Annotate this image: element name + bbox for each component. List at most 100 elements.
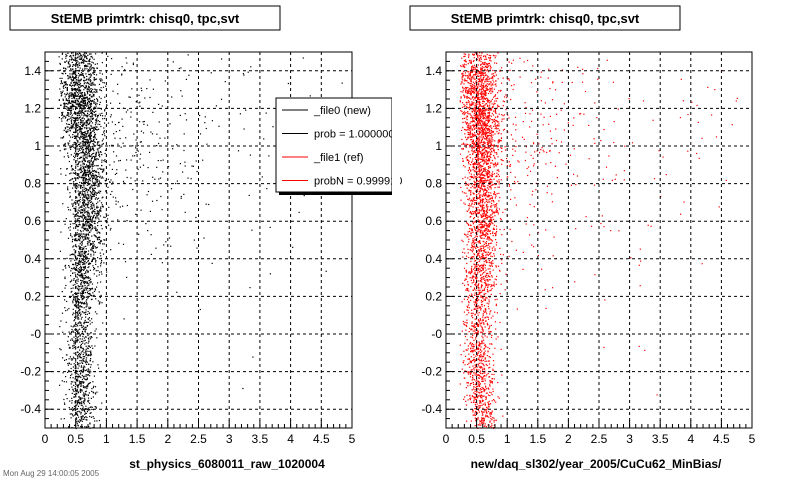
scatter-point — [85, 66, 87, 68]
scatter-point — [472, 53, 474, 55]
scatter-point — [96, 177, 98, 179]
scatter-point — [92, 108, 94, 110]
scatter-point — [84, 114, 86, 116]
scatter-point — [82, 173, 84, 176]
scatter-point — [88, 77, 90, 79]
scatter-point — [88, 184, 90, 186]
scatter-point — [501, 147, 503, 149]
scatter-point — [481, 73, 483, 75]
scatter-point — [88, 241, 90, 244]
scatter-point — [492, 146, 495, 148]
scatter-point — [132, 63, 134, 66]
scatter-point — [71, 136, 74, 138]
scatter-point — [76, 293, 78, 295]
scatter-point — [487, 78, 489, 80]
scatter-point — [475, 122, 477, 124]
scatter-point — [471, 66, 473, 68]
scatter-point — [465, 59, 467, 61]
scatter-point — [91, 260, 93, 263]
scatter-point — [494, 124, 496, 126]
scatter-point — [485, 162, 487, 164]
scatter-point — [66, 106, 68, 108]
scatter-point — [93, 158, 96, 160]
scatter-point — [486, 105, 489, 107]
scatter-point — [485, 56, 487, 58]
scatter-point — [87, 167, 89, 169]
scatter-point — [85, 217, 87, 219]
scatter-point — [76, 177, 78, 179]
scatter-point — [462, 76, 464, 78]
scatter-point — [483, 189, 485, 191]
scatter-point — [82, 291, 84, 293]
scatter-point — [486, 85, 488, 87]
scatter-point — [89, 99, 91, 102]
scatter-point — [91, 211, 94, 213]
scatter-point — [80, 73, 82, 75]
chart-title: StEMB primtrk: chisq0, tpc,svt — [451, 11, 640, 26]
scatter-point — [81, 253, 83, 255]
scatter-point — [70, 417, 72, 419]
scatter-point — [476, 139, 478, 141]
scatter-point — [91, 84, 93, 86]
scatter-point — [73, 227, 75, 229]
scatter-point — [90, 140, 92, 142]
scatter-point — [480, 161, 482, 163]
scatter-point — [72, 347, 74, 349]
scatter-point — [480, 88, 482, 90]
scatter-point — [89, 263, 91, 265]
scatter-point — [84, 277, 86, 279]
scatter-point — [87, 384, 89, 386]
scatter-point — [470, 77, 472, 79]
scatter-point — [94, 174, 96, 176]
x-axis: 0 0.5 1 1.5 2 2.5 3 3.5 4 4.5 5 — [42, 420, 356, 446]
scatter-point — [499, 70, 501, 72]
scatter-point — [490, 156, 492, 159]
scatter-point — [86, 88, 88, 90]
scatter-point — [97, 120, 99, 122]
scatter-point — [84, 330, 86, 332]
scatter-point — [71, 236, 73, 238]
scatter-point — [88, 280, 90, 282]
scatter-point — [88, 200, 91, 202]
scatter-point — [265, 112, 267, 114]
scatter-point — [71, 169, 73, 171]
scatter-point — [470, 91, 472, 93]
scatter-point — [472, 120, 474, 122]
scatter-point — [178, 67, 180, 70]
scatter-point — [85, 229, 87, 231]
scatter-point — [86, 166, 88, 168]
scatter-point — [87, 243, 89, 245]
scatter-point — [486, 154, 488, 156]
scatter-point — [466, 115, 468, 117]
scatter-point — [86, 313, 88, 315]
scatter-point — [98, 242, 100, 244]
scatter-point — [87, 234, 90, 236]
scatter-point — [90, 186, 92, 188]
x-tick-label: 2 — [164, 432, 171, 446]
scatter-point — [77, 317, 79, 319]
scatter-point — [476, 115, 478, 117]
scatter-point — [100, 90, 103, 92]
scatter-point — [493, 104, 495, 106]
scatter-point — [92, 416, 94, 418]
scatter-point — [70, 78, 72, 80]
scatter-point — [75, 200, 77, 202]
scatter-point — [67, 155, 69, 157]
scatter-point — [474, 182, 476, 184]
scatter-point — [485, 84, 487, 86]
scatter-point — [503, 118, 505, 120]
scatter-point — [99, 241, 101, 243]
scatter-point — [86, 153, 89, 155]
scatter-point — [242, 73, 244, 75]
scatter-point — [83, 248, 85, 250]
scatter-point — [484, 107, 486, 109]
scatter-point — [78, 247, 81, 249]
scatter-point — [478, 110, 480, 112]
scatter-point — [84, 412, 86, 414]
scatter-point — [84, 187, 86, 189]
scatter-point — [90, 228, 92, 230]
scatter-point — [91, 321, 93, 324]
scatter-point — [151, 200, 154, 202]
scatter-point — [480, 130, 482, 132]
scatter-point — [475, 52, 477, 54]
